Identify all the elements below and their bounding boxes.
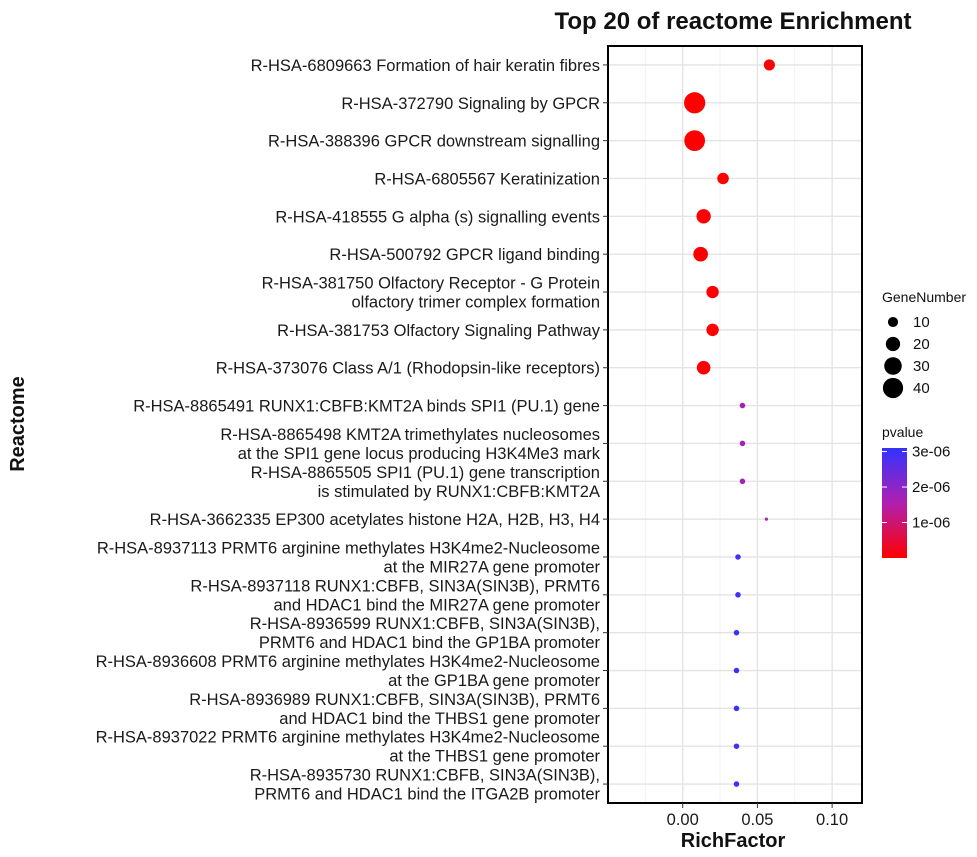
y-tick-label: R-HSA-8937022 PRMT6 arginine methylates … xyxy=(96,729,600,747)
grid-minor xyxy=(644,46,796,803)
pvalue-colorbar xyxy=(882,448,907,558)
x-tick-label: 0.05 xyxy=(741,811,773,829)
y-tick-label: and HDAC1 bind the THBS1 gene promoter xyxy=(279,710,600,728)
data-point xyxy=(696,360,711,375)
size-legend-label: 30 xyxy=(913,358,930,375)
data-point xyxy=(733,743,740,749)
y-tick-label: R-HSA-8865491 RUNX1:CBFB:KMT2A binds SPI… xyxy=(133,398,600,416)
y-tick-label: is stimulated by RUNX1:CBFB:KMT2A xyxy=(318,483,600,501)
data-point xyxy=(739,440,746,447)
data-points xyxy=(684,59,775,787)
y-tick-label: R-HSA-6805567 Keratinization xyxy=(374,170,600,188)
data-point xyxy=(706,323,719,337)
y-tick-label: R-HSA-500792 GPCR ligand binding xyxy=(329,246,600,264)
y-tick-label: R-HSA-8936599 RUNX1:CBFB, SIN3A(SIN3B), xyxy=(250,615,600,633)
size-legend: GeneNumber 10 20 30 40 xyxy=(882,289,966,399)
y-tick-label: at the SPI1 gene locus producing H3K4Me3… xyxy=(238,445,601,463)
y-tick-label: R-HSA-8936608 PRMT6 arginine methylates … xyxy=(96,653,600,671)
y-tick-label: R-HSA-8935730 RUNX1:CBFB, SIN3A(SIN3B), xyxy=(250,767,600,785)
data-point xyxy=(735,554,741,560)
y-tick-label: PRMT6 and HDAC1 bind the GP1BA promoter xyxy=(259,634,601,652)
y-tick-label: and HDAC1 bind the MIR27A gene promoter xyxy=(273,596,600,614)
y-tick-label: at the THBS1 gene promoter xyxy=(389,748,600,766)
size-legend-key xyxy=(884,357,902,375)
y-tick-label: R-HSA-8936989 RUNX1:CBFB, SIN3A(SIN3B), … xyxy=(189,691,600,709)
y-tick-label: R-HSA-8865505 SPI1 (PU.1) gene transcrip… xyxy=(251,464,600,482)
x-axis-label: RichFactor xyxy=(681,830,786,852)
y-tick-label: R-HSA-8865498 KMT2A trimethylates nucleo… xyxy=(220,426,600,444)
y-tick-label: R-HSA-8937118 RUNX1:CBFB, SIN3A(SIN3B), … xyxy=(190,577,600,595)
data-point xyxy=(733,705,740,712)
color-legend-label: 2e-06 xyxy=(912,479,950,496)
y-tick-label: at the GP1BA gene promoter xyxy=(388,672,600,690)
size-legend-label: 10 xyxy=(913,314,930,331)
data-point xyxy=(693,246,708,262)
plot-border xyxy=(607,45,863,804)
y-tick-label: R-HSA-381750 Olfactory Receptor - G Prot… xyxy=(262,275,600,293)
y-tick-label: R-HSA-8937113 PRMT6 arginine methylates … xyxy=(97,539,600,557)
y-tick-label: PRMT6 and HDAC1 bind the ITGA2B promoter xyxy=(254,786,600,804)
x-tick-label: 0.00 xyxy=(667,811,699,829)
size-legend-label: 40 xyxy=(913,380,930,397)
color-legend-label: 1e-06 xyxy=(912,515,950,532)
y-tick-label: R-HSA-3662335 EP300 acetylates histone H… xyxy=(150,511,600,529)
data-point xyxy=(764,517,768,521)
data-point xyxy=(739,478,746,485)
data-point xyxy=(717,172,729,185)
data-point xyxy=(735,592,741,598)
data-point xyxy=(733,629,740,636)
color-legend-title: pvalue xyxy=(882,424,923,440)
size-legend-key xyxy=(882,377,904,399)
y-tick-label: at the MIR27A gene promoter xyxy=(384,558,601,576)
y-tick-labels: R-HSA-6809663 Formation of hair keratin … xyxy=(96,57,608,804)
y-tick-label: R-HSA-388396 GPCR downstream signalling xyxy=(268,133,600,151)
size-legend-key xyxy=(885,336,901,352)
color-legend-label: 3e-06 xyxy=(912,444,950,461)
size-legend-label: 20 xyxy=(913,336,930,353)
x-tick-label: 0.10 xyxy=(816,811,848,829)
y-tick-label: R-HSA-381753 Olfactory Signaling Pathway xyxy=(277,322,601,340)
data-point xyxy=(696,209,711,224)
data-point xyxy=(763,59,775,71)
data-point xyxy=(733,781,740,787)
data-point xyxy=(684,130,706,151)
y-tick-label: olfactory trimer complex formation xyxy=(352,294,601,312)
y-tick-label: R-HSA-418555 G alpha (s) signalling even… xyxy=(275,208,600,226)
data-point xyxy=(706,285,719,299)
plot-panel xyxy=(608,46,862,803)
data-point xyxy=(684,92,706,114)
chart-title: Top 20 of reactome Enrichment xyxy=(555,8,912,35)
y-tick-label: R-HSA-373076 Class A/1 (Rhodopsin-like r… xyxy=(216,360,600,378)
y-tick-label: R-HSA-6809663 Formation of hair keratin … xyxy=(251,57,600,75)
size-legend-key xyxy=(887,316,899,328)
data-point xyxy=(733,667,740,674)
x-tick-labels: 0.00 0.05 0.10 xyxy=(667,803,848,829)
y-axis-label: Reactome xyxy=(7,376,29,472)
color-legend: pvalue 1e-06 2e-06 3e-06 xyxy=(882,424,950,558)
data-point xyxy=(739,402,746,409)
size-legend-title: GeneNumber xyxy=(882,289,966,305)
y-tick-label: R-HSA-372790 Signaling by GPCR xyxy=(341,95,600,113)
